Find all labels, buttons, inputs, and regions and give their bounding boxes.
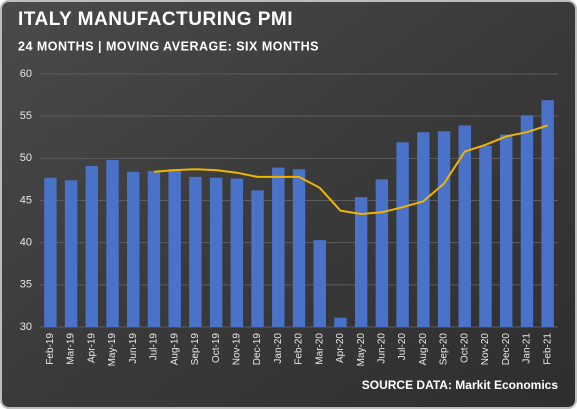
bar [437, 131, 451, 327]
x-tick-label: Apr-19 [86, 333, 97, 363]
x-tick-label: Feb-21 [542, 333, 553, 365]
x-tick-label: Jun-20 [377, 333, 388, 364]
bar [417, 132, 430, 327]
x-tick-label: Sep-19 [190, 333, 201, 366]
bar [354, 197, 368, 327]
bar [147, 170, 161, 327]
y-tick-label: 45 [20, 194, 32, 206]
y-tick-label: 50 [20, 152, 32, 164]
moving-average-line [153, 124, 548, 215]
bar [375, 179, 389, 327]
bar [106, 160, 119, 327]
y-tick-label: 60 [20, 68, 32, 80]
bar [85, 165, 99, 327]
bar [334, 317, 347, 327]
x-tick-label: Nov-19 [231, 333, 242, 366]
x-tick-label: Feb-19 [45, 333, 56, 365]
bar [458, 125, 471, 328]
bar [520, 115, 534, 327]
x-tick-label: Mar-20 [314, 333, 325, 365]
x-tick-label: Jan-20 [273, 333, 284, 364]
bar [541, 100, 554, 327]
bar [313, 240, 326, 327]
bar [168, 169, 181, 327]
bar [499, 134, 513, 327]
x-tick-label: Feb-20 [294, 333, 305, 365]
y-tick-label: 55 [20, 110, 32, 122]
x-tick-label: Oct-19 [211, 333, 222, 363]
x-tick-label: Dec-20 [501, 333, 512, 366]
chart-title: ITALY MANUFACTURING PMI [18, 9, 293, 30]
x-tick-label: Jul-19 [149, 333, 160, 361]
bar [44, 177, 57, 327]
bar [230, 178, 244, 327]
bar [396, 142, 409, 327]
bar [209, 177, 223, 327]
bar [272, 167, 285, 327]
bar [189, 176, 202, 327]
x-tick-label: Sep-20 [439, 333, 450, 366]
x-tick-label: Jul-20 [397, 333, 408, 361]
x-tick-label: Jun-19 [128, 333, 139, 364]
bar [64, 180, 78, 327]
x-tick-label: Dec-19 [252, 333, 263, 366]
x-tick-label: Aug-19 [169, 333, 180, 366]
x-tick-label: Jan-21 [522, 333, 533, 364]
x-tick-label: Apr-20 [335, 333, 346, 363]
bar [479, 145, 492, 327]
y-tick-label: 35 [20, 279, 32, 291]
x-tick-label: Nov-20 [480, 333, 491, 366]
x-tick-label: May-19 [107, 333, 118, 367]
x-tick-label: Oct-20 [459, 333, 470, 363]
bar [292, 169, 306, 327]
x-tick-label: Aug-20 [418, 333, 429, 366]
bar [127, 171, 140, 327]
x-tick-label: Mar-19 [66, 333, 77, 365]
y-tick-label: 40 [20, 237, 32, 249]
source-note: SOURCE DATA: Markit Economics [362, 378, 559, 392]
bar [251, 190, 264, 327]
chart-subtitle: 24 MONTHS | MOVING AVERAGE: SIX MONTHS [18, 39, 319, 53]
x-tick-label: May-20 [356, 333, 367, 367]
y-tick-label: 30 [20, 321, 32, 333]
